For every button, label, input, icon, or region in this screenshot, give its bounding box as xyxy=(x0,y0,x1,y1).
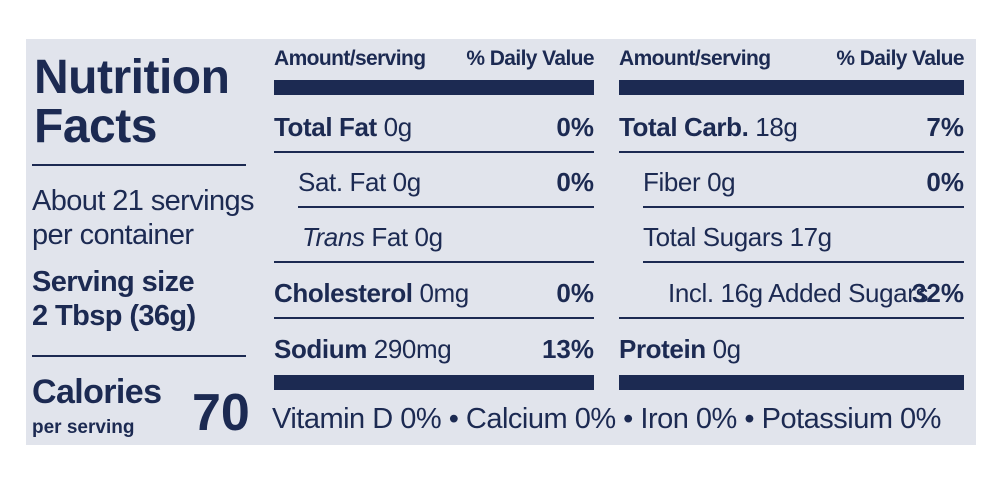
nutrient-name-italic: Trans xyxy=(302,222,365,252)
row-rule xyxy=(274,261,594,263)
divider xyxy=(32,164,246,166)
serving-size-value: 2 Tbsp (36g) xyxy=(32,300,196,332)
row-sodium: Sodium 290mg xyxy=(274,334,452,364)
row-trans-fat: Trans Fat 0g xyxy=(302,222,443,252)
row-added-sugars: Incl. 16g Added Sugars xyxy=(668,278,928,308)
thick-rule xyxy=(619,80,964,95)
nutrient-amount: 290mg xyxy=(373,334,452,364)
serving-size: Serving size 2 Tbsp (36g) xyxy=(32,265,262,333)
nutrient-name: Total Sugars xyxy=(643,222,783,252)
nutrient-name: Incl. 16g Added Sugars xyxy=(668,278,929,308)
row-rule xyxy=(643,261,964,263)
row-rule xyxy=(298,206,594,208)
divider xyxy=(32,355,246,357)
row-rule xyxy=(274,317,594,319)
calories-value: 70 xyxy=(192,384,250,442)
nutrient-name: Total Fat xyxy=(274,112,377,142)
left-header-amount: Amount/serving xyxy=(274,47,426,70)
dv-cholesterol: 0% xyxy=(556,278,594,308)
nutrient-name: Total Carb. xyxy=(619,112,749,142)
calories-label: Calories xyxy=(32,373,162,411)
page-title: Nutrition Facts xyxy=(34,51,230,153)
nutrient-amount: 0g xyxy=(707,167,736,197)
thick-rule xyxy=(274,375,594,390)
row-sat-fat: Sat. Fat 0g xyxy=(298,167,421,197)
row-rule xyxy=(619,317,964,319)
row-total-sugars: Total Sugars 17g xyxy=(643,222,832,252)
nutrient-name-rest: Fat 0g xyxy=(371,222,443,252)
nutrient-amount: 17g xyxy=(789,222,833,252)
nutrient-name: Sodium xyxy=(274,334,367,364)
row-rule xyxy=(643,206,964,208)
nutrient-amount: 0g xyxy=(383,112,413,142)
nutrient-amount: 0mg xyxy=(419,278,469,308)
nutrient-name: Fiber xyxy=(643,167,701,197)
servings-per-container: About 21 servings per container xyxy=(32,184,262,252)
dv-sat-fat: 0% xyxy=(556,167,594,197)
nutrient-name: Sat. Fat xyxy=(298,167,386,197)
row-fiber: Fiber 0g xyxy=(643,167,736,197)
dv-fiber: 0% xyxy=(926,167,964,197)
row-cholesterol: Cholesterol 0mg xyxy=(274,278,469,308)
nutrient-amount: 0g xyxy=(712,334,742,364)
right-header-amount: Amount/serving xyxy=(619,47,771,70)
nutrient-amount: 0g xyxy=(392,167,422,197)
dv-total-fat: 0% xyxy=(556,112,594,142)
nutrient-name: Cholesterol xyxy=(274,278,413,308)
vitamins-minerals: Vitamin D 0% • Calcium 0% • Iron 0% • Po… xyxy=(272,403,941,435)
thick-rule xyxy=(274,80,594,95)
dv-total-carb: 7% xyxy=(926,112,964,142)
servings-line-1: About 21 servings xyxy=(32,185,255,217)
row-total-carb: Total Carb. 18g xyxy=(619,112,798,142)
calories-sub-label: per serving xyxy=(32,417,135,438)
nutrient-name: Protein xyxy=(619,334,706,364)
nutrition-facts-panel: Nutrition Facts About 21 servings per co… xyxy=(26,39,976,445)
dv-added-sugars: 32% xyxy=(911,278,964,308)
thick-rule xyxy=(619,375,964,390)
nutrient-amount: 18g xyxy=(755,112,798,142)
right-header-dv: % Daily Value xyxy=(836,47,964,70)
row-protein: Protein 0g xyxy=(619,334,741,364)
serving-size-label: Serving size xyxy=(32,266,195,298)
row-total-fat: Total Fat 0g xyxy=(274,112,412,142)
left-header-dv: % Daily Value xyxy=(466,47,594,70)
row-rule xyxy=(619,151,964,153)
dv-sodium: 13% xyxy=(541,334,594,364)
servings-line-2: per container xyxy=(32,219,194,251)
row-rule xyxy=(274,151,594,153)
